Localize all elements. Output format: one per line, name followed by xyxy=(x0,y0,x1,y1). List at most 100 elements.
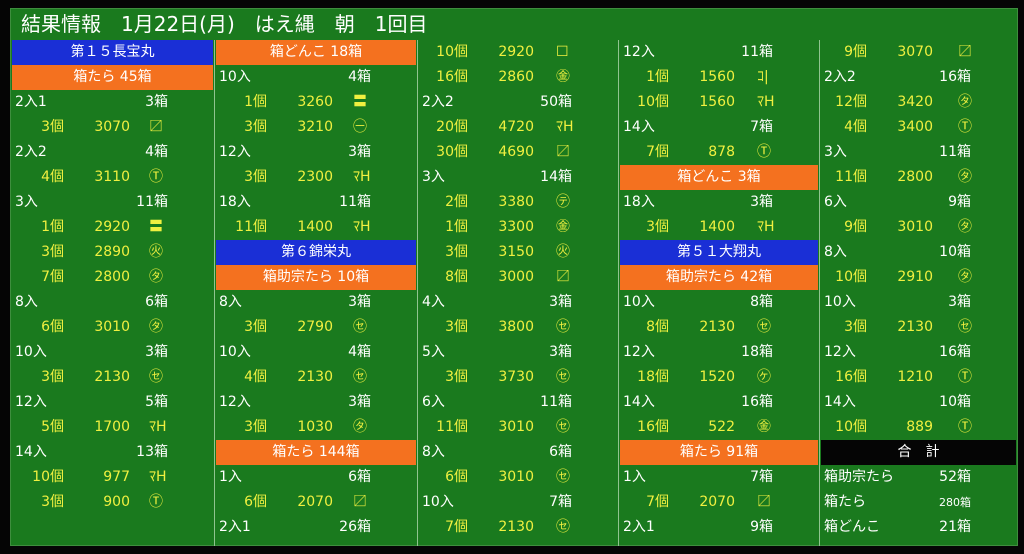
sale-row: 3個 2890 ㊋ xyxy=(11,240,214,265)
sale-price: 4720 xyxy=(498,119,534,135)
box-count: 9箱 xyxy=(750,519,773,535)
sale-row: 4個 3110 Ⓣ xyxy=(11,165,214,190)
sale-price: 2130 xyxy=(897,319,933,335)
buyer-mark-icon: ㊀ xyxy=(353,119,367,135)
buyer-mark-icon: ㋝ xyxy=(556,419,570,435)
buyer-mark-icon: ㊎ xyxy=(556,219,570,235)
size-row: 12入 11箱 xyxy=(619,40,819,65)
sale-quantity: 3個 xyxy=(244,319,267,335)
size-label: 2入2 xyxy=(15,144,47,160)
sale-quantity: 9個 xyxy=(844,219,867,235)
sale-price: 4690 xyxy=(498,144,534,160)
box-count: 10箱 xyxy=(939,244,971,260)
sale-quantity: 6個 xyxy=(445,469,468,485)
buyer-mark-icon: 〼 xyxy=(556,144,570,160)
sale-quantity: 2個 xyxy=(445,194,468,210)
sale-row: 3個 1030 ㋟ xyxy=(215,415,417,440)
sale-price: 522 xyxy=(708,419,735,435)
sale-row: 16個 1210 Ⓣ xyxy=(820,365,1017,390)
sale-row: 4個 3400 Ⓣ xyxy=(820,115,1017,140)
box-count: 26箱 xyxy=(339,519,371,535)
box-count: 3箱 xyxy=(348,294,371,310)
sale-price: 2070 xyxy=(297,494,333,510)
sale-quantity: 3個 xyxy=(41,244,64,260)
buyer-mark-icon: ㋟ xyxy=(149,319,163,335)
sale-quantity: 1個 xyxy=(244,94,267,110)
sale-row: 1個 2920 〓 xyxy=(11,215,214,240)
board-column-2: 箱どんこ 18箱 10入 4箱 1個 3260 〓 3個 3210 ㊀ 12入 3箱 3個 2300 ﾏH… xyxy=(215,40,418,546)
sale-quantity: 4個 xyxy=(244,369,267,385)
sale-row: 2個 3380 ㋢ xyxy=(418,190,618,215)
sale-row: 7個 878 Ⓣ xyxy=(619,140,819,165)
box-count: 8箱 xyxy=(750,294,773,310)
size-row: 10入 7箱 xyxy=(418,490,618,515)
size-label: 12入 xyxy=(15,394,47,410)
size-row: 18入 3箱 xyxy=(619,190,819,215)
sale-price: 2890 xyxy=(94,244,130,260)
sale-price: 3070 xyxy=(897,44,933,60)
sale-row: 6個 3010 ㋝ xyxy=(418,465,618,490)
box-count: 16箱 xyxy=(741,394,773,410)
size-row: 12入 3箱 xyxy=(215,390,417,415)
buyer-mark-icon: ㋢ xyxy=(556,194,570,210)
size-row: 14入 10箱 xyxy=(820,390,1017,415)
size-label: 6入 xyxy=(824,194,847,210)
buyer-mark-icon: ㊎ xyxy=(556,69,570,85)
sale-row: 1個 3300 ㊎ xyxy=(418,215,618,240)
buyer-mark-icon: ㊎ xyxy=(757,419,771,435)
sale-quantity: 8個 xyxy=(445,269,468,285)
sale-quantity: 3個 xyxy=(41,119,64,135)
sale-row: 16個 2860 ㊎ xyxy=(418,65,618,90)
buyer-mark-icon: ㋝ xyxy=(149,369,163,385)
size-row: 14入 13箱 xyxy=(11,440,214,465)
size-row: 4入 3箱 xyxy=(418,290,618,315)
buyer-mark-icon: 〼 xyxy=(149,119,163,135)
buyer-mark-icon: Ⓣ xyxy=(958,119,972,135)
total-row: 箱助宗たら 52箱 xyxy=(820,465,1017,490)
sale-price: 1400 xyxy=(297,219,333,235)
size-label: 8入 xyxy=(824,244,847,260)
box-count: 6箱 xyxy=(145,294,168,310)
sale-price: 3730 xyxy=(498,369,534,385)
sale-quantity: 10個 xyxy=(32,469,64,485)
sale-price: 1560 xyxy=(699,69,735,85)
size-label: 10入 xyxy=(422,494,454,510)
sale-quantity: 3個 xyxy=(445,319,468,335)
sale-row: 1個 1560 ｺ| xyxy=(619,65,819,90)
sale-quantity: 3個 xyxy=(844,319,867,335)
box-count: 11箱 xyxy=(339,194,371,210)
size-row: 12入 5箱 xyxy=(11,390,214,415)
total-row: 箱どんこ 21箱 xyxy=(820,515,1017,540)
size-label: 18入 xyxy=(623,194,655,210)
box-count: 7箱 xyxy=(549,494,572,510)
buyer-mark-icon: ㊋ xyxy=(556,244,570,260)
size-label: 12入 xyxy=(623,344,655,360)
box-count: 13箱 xyxy=(136,444,168,460)
sale-quantity: 3個 xyxy=(244,119,267,135)
buyer-mark-icon: 〼 xyxy=(958,44,972,60)
size-row: 10入 8箱 xyxy=(619,290,819,315)
buyer-mark-icon: ㊋ xyxy=(149,244,163,260)
board-column-5: 9個 3070 〼 2入2 16箱 12個 3420 ㋟ 4個 3400 Ⓣ 3入 11箱 11個 2800… xyxy=(820,40,1017,546)
buyer-mark-icon: ㋝ xyxy=(353,319,367,335)
size-row: 12入 16箱 xyxy=(820,340,1017,365)
sale-price: 889 xyxy=(906,419,933,435)
sale-quantity: 3個 xyxy=(244,169,267,185)
board-column-1: 第１５長宝丸 箱たら 45箱 2入1 3箱 3個 3070 〼 2入2 4箱 4個 3110 Ⓣ 3入 1… xyxy=(11,40,215,546)
sale-quantity: 10個 xyxy=(835,419,867,435)
buyer-mark-icon: ﾏH xyxy=(353,169,371,185)
sale-price: 3010 xyxy=(897,219,933,235)
buyer-mark-icon: ㋝ xyxy=(353,369,367,385)
size-row: 6入 9箱 xyxy=(820,190,1017,215)
sale-row: 7個 2070 〼 xyxy=(619,490,819,515)
sale-row: 3個 3730 ㋝ xyxy=(418,365,618,390)
sale-price: 1030 xyxy=(297,419,333,435)
buyer-mark-icon: ㋝ xyxy=(556,519,570,535)
buyer-mark-icon: ㋟ xyxy=(958,94,972,110)
sale-row: 9個 3010 ㋟ xyxy=(820,215,1017,240)
buyer-mark-icon: ﾏH xyxy=(757,94,775,110)
total-label: 箱たら xyxy=(824,494,866,510)
box-count: 5箱 xyxy=(145,394,168,410)
sale-quantity: 3個 xyxy=(244,419,267,435)
sale-price: 2910 xyxy=(897,269,933,285)
